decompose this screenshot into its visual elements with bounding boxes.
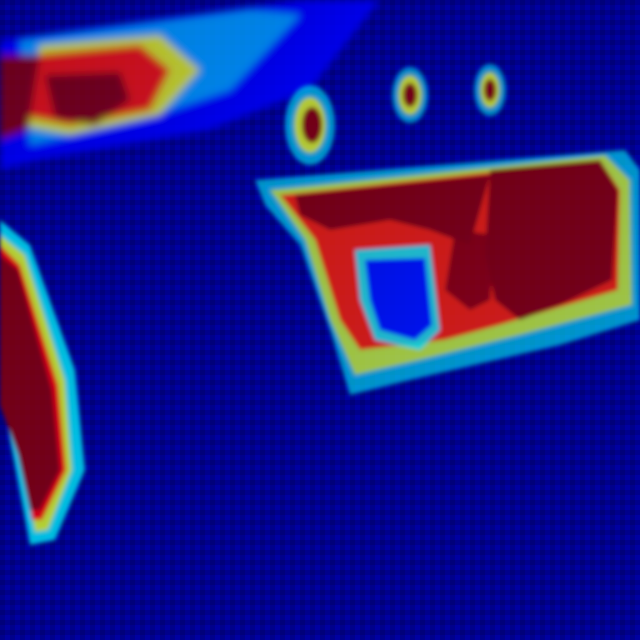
heatmap-svg — [0, 0, 640, 640]
heatmap-canvas — [0, 0, 640, 640]
pixel-grain — [0, 0, 640, 640]
